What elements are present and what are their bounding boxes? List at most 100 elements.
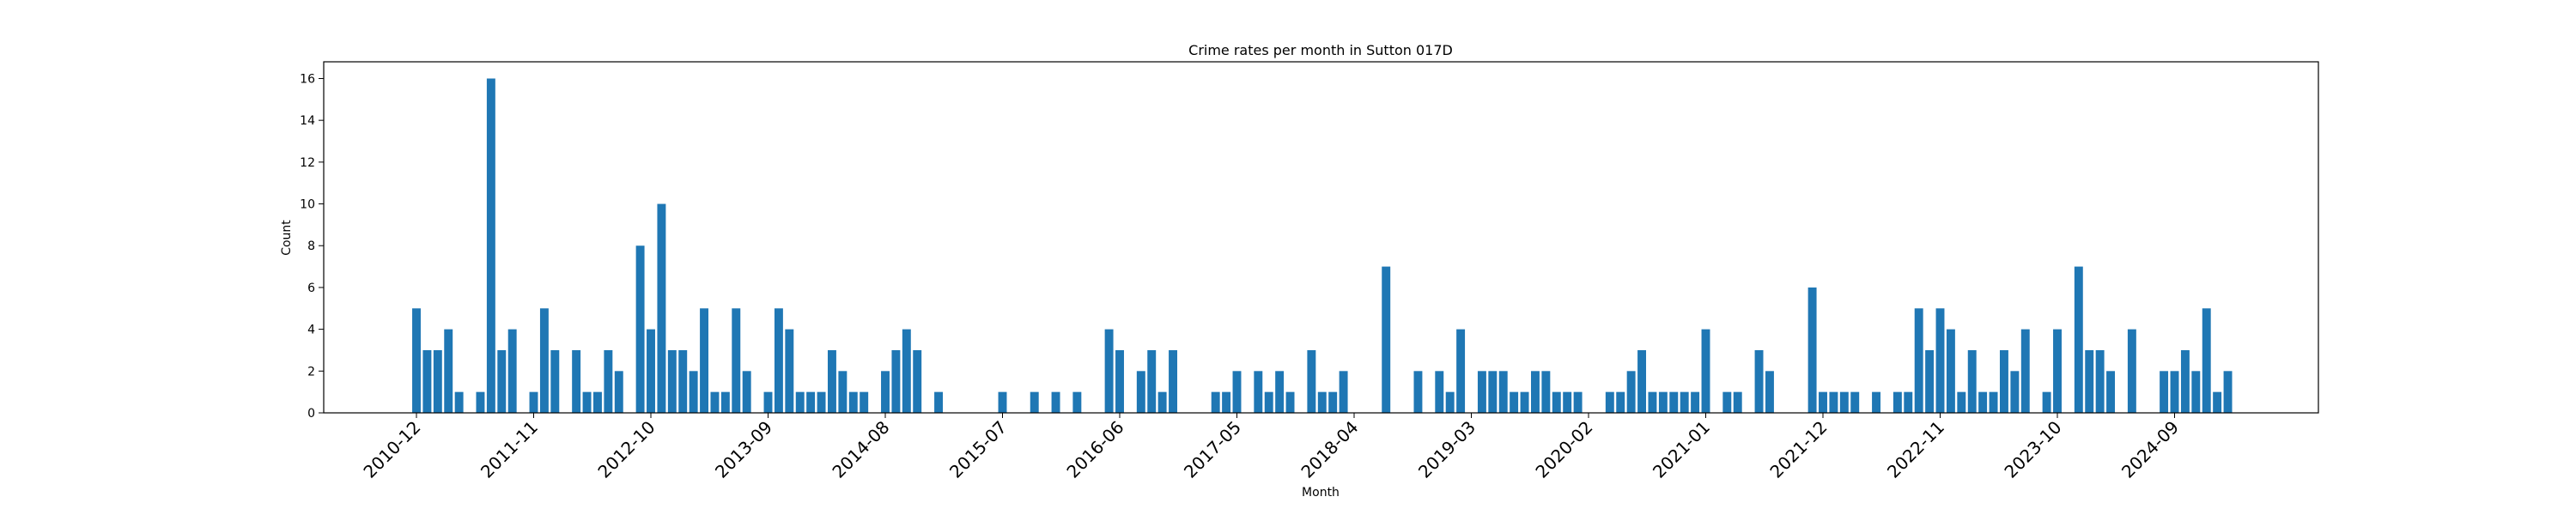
bar-2022-07 xyxy=(1893,391,1902,413)
bar-2024-01 xyxy=(2085,349,2094,413)
bar-2018-07 xyxy=(1382,266,1391,413)
bar-2023-07 xyxy=(2020,329,2030,413)
y-tick-label: 8 xyxy=(307,239,315,253)
bar-2019-08 xyxy=(1520,391,1529,413)
bar-2011-07 xyxy=(486,78,495,413)
bar-2014-02 xyxy=(817,391,826,413)
bar-2018-12 xyxy=(1435,371,1444,413)
bar-2011-02 xyxy=(433,349,442,413)
y-axis: 0 2 4 6 8 10 12 14 16 xyxy=(300,72,324,421)
bar-2012-12 xyxy=(667,349,677,413)
bar-2018-02 xyxy=(1328,391,1338,413)
bar-2019-02 xyxy=(1456,329,1466,413)
bar-2016-08 xyxy=(1136,371,1145,413)
bar-2013-03 xyxy=(700,308,709,413)
bar-2022-11 xyxy=(1935,308,1945,413)
bar-2023-12 xyxy=(2074,266,2083,413)
bar-2023-03 xyxy=(1978,391,1988,413)
bar-2016-05 xyxy=(1104,329,1114,413)
bar-2013-06 xyxy=(732,308,741,413)
bar-2015-07 xyxy=(998,391,1007,413)
bar-2022-12 xyxy=(1946,329,1955,413)
bar-2024-08 xyxy=(2160,371,2169,413)
bar-2022-03 xyxy=(1850,391,1860,413)
bar-2024-05 xyxy=(2127,329,2136,413)
bar-2011-03 xyxy=(444,329,453,413)
bar-2011-12 xyxy=(539,308,549,413)
bar-2012-01 xyxy=(550,349,560,413)
bar-2015-10 xyxy=(1030,391,1039,413)
bar-2024-03 xyxy=(2106,371,2116,413)
y-tick-label: 6 xyxy=(307,282,315,295)
bar-2014-06 xyxy=(860,391,869,413)
bar-2014-01 xyxy=(806,391,816,413)
bar-2014-10 xyxy=(902,329,911,413)
bar-2011-06 xyxy=(476,391,485,413)
bar-2019-05 xyxy=(1488,371,1498,413)
bar-2022-10 xyxy=(1925,349,1935,413)
bar-2013-11 xyxy=(785,329,794,413)
bar-2017-12 xyxy=(1307,349,1316,413)
y-tick-label: 16 xyxy=(300,72,315,86)
bar-2012-10 xyxy=(647,329,655,413)
bar-2013-12 xyxy=(795,391,805,413)
bar-2019-06 xyxy=(1498,371,1508,413)
bar-2013-10 xyxy=(774,308,783,413)
bar-2021-04 xyxy=(1733,391,1742,413)
bar-2022-09 xyxy=(1914,308,1923,413)
bar-2020-11 xyxy=(1680,391,1689,413)
bar-2012-11 xyxy=(657,203,666,413)
y-tick-label: 10 xyxy=(300,198,315,212)
bar-2019-10 xyxy=(1541,371,1551,413)
bar-2023-02 xyxy=(1967,349,1977,413)
bar-2017-03 xyxy=(1211,391,1220,413)
y-tick-label: 14 xyxy=(300,114,315,128)
bar-2015-01 xyxy=(934,391,944,413)
bar-2017-04 xyxy=(1222,391,1231,413)
bar-2014-11 xyxy=(913,349,922,413)
bar-2017-05 xyxy=(1232,371,1242,413)
bar-2016-02 xyxy=(1072,391,1082,413)
bar-2019-09 xyxy=(1530,371,1540,413)
bar-2020-12 xyxy=(1691,391,1700,413)
bar-2021-06 xyxy=(1754,349,1764,413)
bar-2025-02 xyxy=(2223,371,2233,413)
bar-2012-07 xyxy=(614,371,623,413)
y-tick-label: 0 xyxy=(307,407,315,421)
bar-2016-11 xyxy=(1169,349,1178,413)
bar-2013-01 xyxy=(678,349,688,413)
bar-2017-10 xyxy=(1285,391,1295,413)
bar-2011-09 xyxy=(507,329,517,413)
bar-2018-03 xyxy=(1339,371,1348,413)
bar-2011-01 xyxy=(422,349,432,413)
bar-2014-05 xyxy=(848,391,858,413)
bar-2019-11 xyxy=(1552,391,1561,413)
bar-2019-01 xyxy=(1445,391,1455,413)
bar-2018-01 xyxy=(1317,391,1327,413)
plot-frame xyxy=(323,61,2319,414)
bars-layer xyxy=(412,78,2233,413)
bar-2012-09 xyxy=(635,245,645,413)
bar-2014-03 xyxy=(827,349,836,413)
bar-2020-04 xyxy=(1605,391,1614,413)
bar-2015-12 xyxy=(1051,391,1060,413)
bar-2022-02 xyxy=(1839,391,1849,413)
bar-2012-06 xyxy=(604,349,613,413)
bar-2014-09 xyxy=(891,349,901,413)
bar-2013-02 xyxy=(689,371,698,413)
bar-2013-09 xyxy=(763,391,773,413)
bar-2023-01 xyxy=(1957,391,1966,413)
bar-2012-03 xyxy=(572,349,581,413)
y-axis-label: Count xyxy=(280,220,294,256)
bar-2012-04 xyxy=(582,391,592,413)
bar-2013-07 xyxy=(742,371,751,413)
bar-2021-01 xyxy=(1701,329,1710,413)
bar-2017-07 xyxy=(1254,371,1263,413)
bar-2014-04 xyxy=(838,371,848,413)
bar-2012-05 xyxy=(592,391,602,413)
bar-2016-10 xyxy=(1157,391,1167,413)
bar-2022-08 xyxy=(1904,391,1913,413)
bar-2019-07 xyxy=(1510,391,1519,413)
bar-2019-04 xyxy=(1477,371,1486,413)
x-axis-label: Month xyxy=(1302,486,1340,500)
